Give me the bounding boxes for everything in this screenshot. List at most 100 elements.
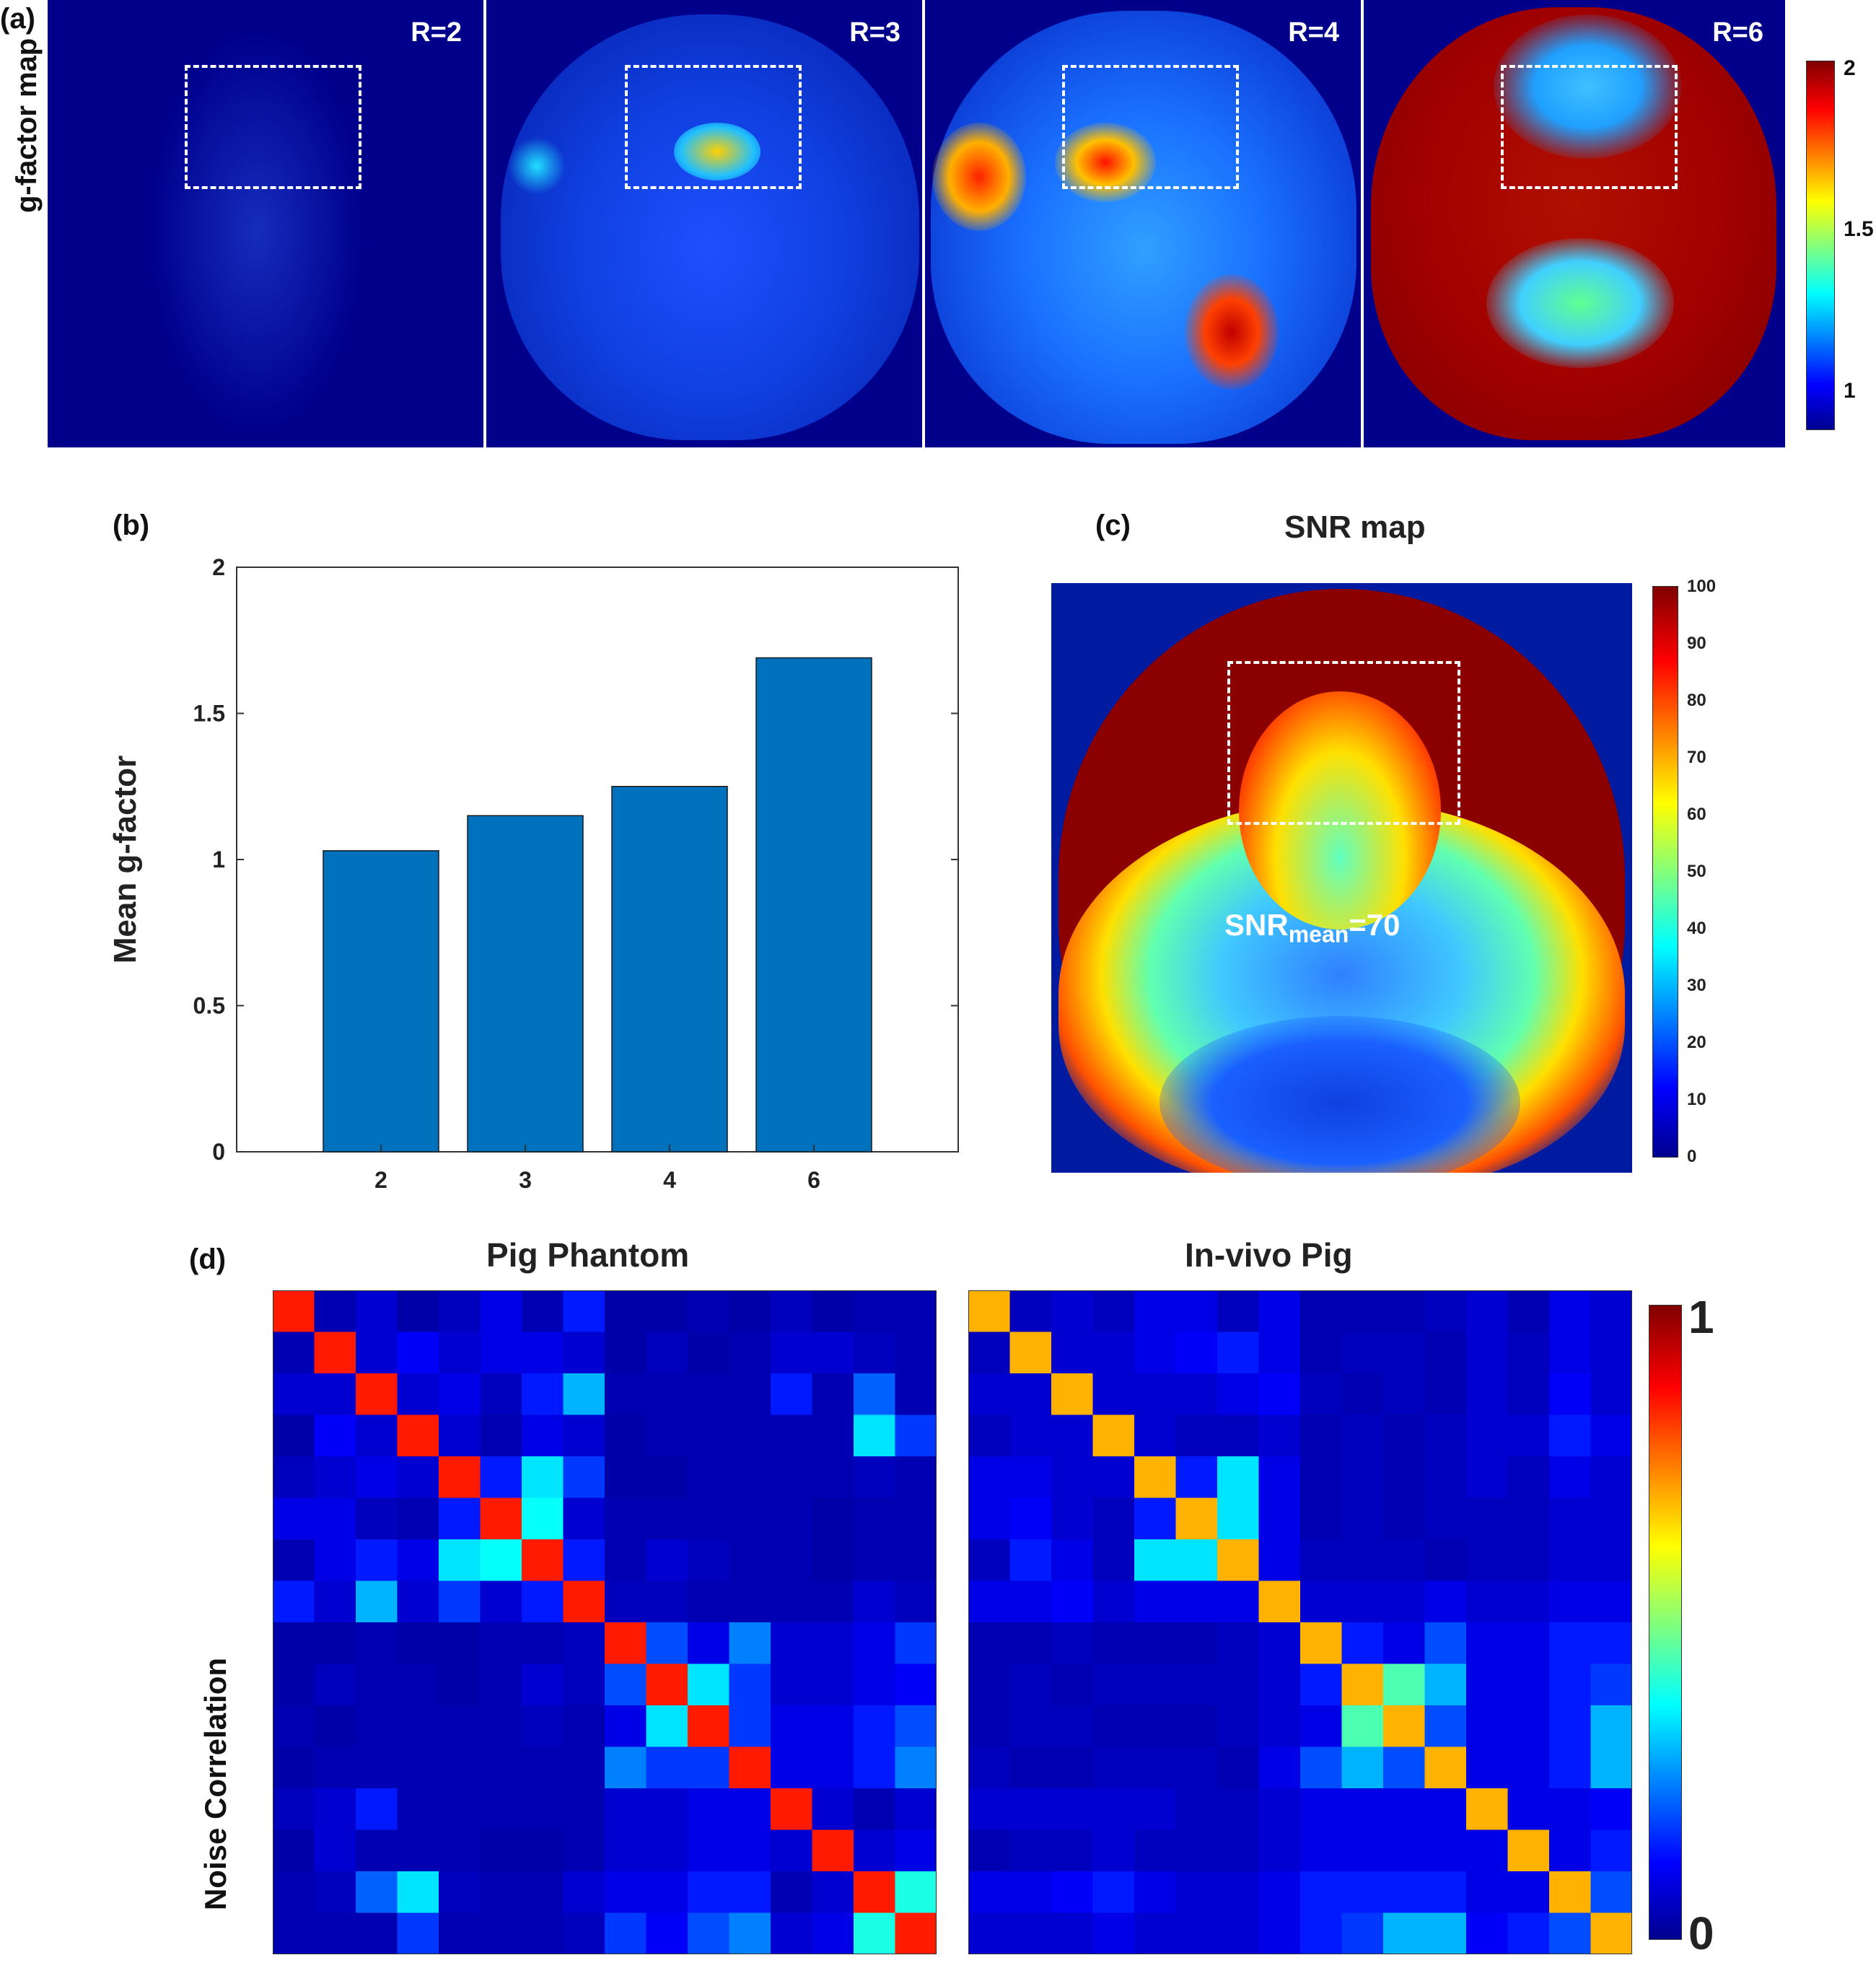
heatmap-cell	[895, 1497, 937, 1540]
heatmap-cell	[729, 1373, 771, 1415]
heatmap-cell	[1466, 1290, 1508, 1332]
heatmap-cell	[605, 1414, 646, 1457]
heatmap-cell	[439, 1373, 481, 1415]
heatmap-cell	[854, 1788, 895, 1830]
heatmap-cell	[314, 1788, 356, 1830]
heatmap-cell	[1300, 1580, 1342, 1623]
heatmap-cell	[439, 1290, 481, 1332]
heatmap-cell	[1341, 1871, 1384, 1913]
gfactor-colorbar-tick: 2	[1844, 56, 1856, 80]
heatmap-cell	[356, 1497, 398, 1540]
heatmap-cell	[1134, 1373, 1176, 1415]
heatmap-cell	[314, 1663, 356, 1706]
y-tick-label: 0	[212, 1139, 225, 1165]
heatmap-cell	[563, 1331, 605, 1374]
heatmap-cell	[1051, 1290, 1093, 1332]
gfactor-maps: R=2 R=3 R=4 R=6	[48, 0, 1787, 451]
heatmap-cell	[1217, 1414, 1259, 1457]
heatmap-cell	[812, 1580, 854, 1623]
heatmap-cell	[563, 1746, 605, 1789]
heatmap-cell	[314, 1705, 356, 1747]
heatmap-cell	[1258, 1912, 1301, 1954]
heatmap-cell	[1217, 1788, 1259, 1830]
heatmap-cell	[968, 1871, 1010, 1913]
heatmap-cell	[1341, 1788, 1384, 1830]
heatmap-cell	[522, 1912, 564, 1954]
r-label: R=6	[1712, 17, 1763, 48]
heatmap-cell	[522, 1331, 564, 1374]
heatmap-cell	[1092, 1331, 1135, 1374]
heatmap-cell	[1549, 1622, 1591, 1664]
heatmap-cell	[1424, 1829, 1467, 1872]
heatmap-cell	[1549, 1788, 1591, 1830]
bar	[467, 815, 584, 1153]
heatmap-cell	[563, 1788, 605, 1830]
heatmap-cell	[1009, 1539, 1052, 1581]
heatmap-cell	[1134, 1414, 1176, 1457]
heatmap-cell	[273, 1829, 315, 1872]
heatmap-cell	[729, 1788, 771, 1830]
heatmap-cell	[273, 1622, 315, 1664]
heatmap-cell	[688, 1290, 729, 1332]
heatmap-cell	[273, 1456, 315, 1498]
heatmap-cell	[563, 1580, 605, 1623]
heatmap-cell	[563, 1414, 605, 1457]
heatmap-cell	[1051, 1580, 1093, 1623]
panel-d-letter: (d)	[189, 1243, 227, 1275]
heatmap-cell	[314, 1580, 356, 1623]
heatmap-cell	[356, 1912, 398, 1954]
heatmap-cell	[1383, 1373, 1425, 1415]
heatmap-cell	[314, 1912, 356, 1954]
heatmap-cell	[397, 1497, 439, 1540]
heatmap-cell	[688, 1912, 729, 1954]
heatmap-cell	[439, 1705, 481, 1747]
heatmap-cell	[1549, 1580, 1591, 1623]
heatmap-cell	[1051, 1705, 1093, 1747]
heatmap-cell	[1341, 1580, 1384, 1623]
heatmap-cell	[688, 1829, 729, 1872]
heatmap-cell	[439, 1788, 481, 1830]
heatmap-cell	[968, 1497, 1010, 1540]
x-tick-label: 2	[374, 1167, 387, 1193]
heatmap-cell	[605, 1663, 646, 1706]
heatmap-cell	[397, 1622, 439, 1664]
snr-map: SNRmean=70	[1051, 583, 1632, 1173]
heatmap-cell	[522, 1497, 564, 1540]
y-tick-label: 1.5	[193, 701, 225, 727]
heatmap-cell	[1341, 1746, 1384, 1789]
heatmap-cell	[1258, 1663, 1301, 1706]
heatmap-cell	[1258, 1373, 1301, 1415]
heatmap-cell	[356, 1829, 398, 1872]
heatmap-cell	[1175, 1539, 1218, 1581]
heatmap-cell	[1092, 1290, 1135, 1332]
heatmap-cell	[480, 1414, 522, 1457]
heatmap-cell	[771, 1290, 812, 1332]
heatmap-cell	[563, 1497, 605, 1540]
heatmap-cell	[356, 1580, 398, 1623]
heatmap-cell	[273, 1414, 315, 1457]
heatmap-cell	[1383, 1497, 1425, 1540]
heatmap-cell	[1300, 1788, 1342, 1830]
heatmap-cell	[273, 1788, 315, 1830]
heatmap-cell	[1175, 1373, 1218, 1415]
heatmap-cell	[1009, 1290, 1052, 1332]
heatmap-cell	[397, 1871, 439, 1913]
heatmap-cell	[812, 1746, 854, 1789]
heatmap-cell	[605, 1829, 646, 1872]
heatmap-cell	[1217, 1456, 1259, 1498]
heatmap-cell	[397, 1290, 439, 1332]
snr-map-title: SNR map	[1284, 510, 1426, 545]
heatmap-cell	[895, 1788, 937, 1830]
heatmap-cell	[895, 1539, 937, 1581]
heatmap-cell	[646, 1912, 688, 1954]
heatmap-cell	[1424, 1373, 1467, 1415]
heatmap-cell	[1549, 1497, 1591, 1540]
heatmap-cell	[1507, 1414, 1550, 1457]
heatmap-cell	[1466, 1746, 1508, 1789]
heatmap-cell	[1300, 1414, 1342, 1457]
heatmap-cell	[1009, 1456, 1052, 1498]
heatmap-cell	[563, 1373, 605, 1415]
heatmap-cell	[1092, 1622, 1135, 1664]
heatmap-cell	[480, 1663, 522, 1706]
heatmap-cell	[812, 1871, 854, 1913]
